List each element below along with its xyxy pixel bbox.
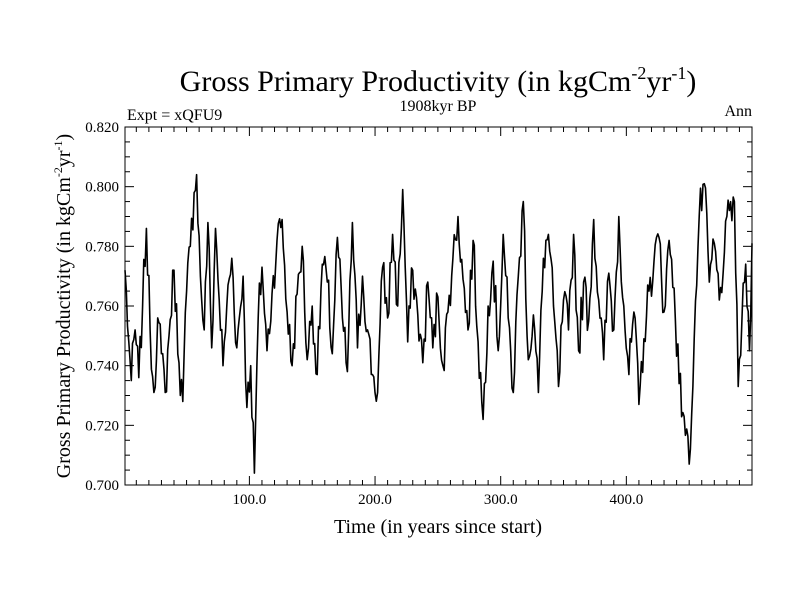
chart-title-sup2: -1 bbox=[671, 63, 686, 83]
series-line-gpp bbox=[124, 173, 753, 474]
y-tick-label: 0.760 bbox=[85, 299, 119, 315]
chart-title-end: ) bbox=[686, 65, 696, 98]
subtitle-season: Ann bbox=[724, 103, 752, 120]
y-axis-label-text: Gross Primary Productivity (in kgCm bbox=[53, 177, 75, 479]
y-axis-label-mid: yr bbox=[53, 150, 75, 167]
chart-title-text: Gross Primary Productivity (in kgCm bbox=[180, 65, 632, 98]
y-tick-label: 0.780 bbox=[85, 239, 119, 255]
chart-title-sup1: -2 bbox=[631, 63, 646, 83]
y-tick-label: 0.820 bbox=[85, 120, 119, 136]
chart-title-mid: yr bbox=[646, 65, 671, 98]
x-tick-label: 100.0 bbox=[233, 492, 267, 508]
x-tick-label: 300.0 bbox=[484, 492, 518, 508]
y-tick-label: 0.720 bbox=[85, 418, 119, 434]
y-axis-label: Gross Primary Productivity (in kgCm-2yr-… bbox=[51, 134, 75, 478]
subtitle-experiment: Expt = xQFU9 bbox=[127, 107, 222, 124]
x-tick-label: 400.0 bbox=[609, 492, 643, 508]
y-axis-ticks: 0.700 0.720 0.740 0.760 0.780 0.800 0.820 bbox=[85, 120, 752, 494]
x-tick-label: 200.0 bbox=[358, 492, 392, 508]
x-axis-label: Time (in years since start) bbox=[334, 516, 542, 538]
y-tick-label: 0.800 bbox=[85, 180, 119, 196]
x-axis-ticks: 100.0 200.0 300.0 400.0 bbox=[135, 127, 740, 508]
y-tick-label: 0.700 bbox=[85, 478, 119, 494]
subtitle-time: 1908kyr BP bbox=[400, 98, 477, 115]
y-axis-label-sup2: -1 bbox=[51, 140, 65, 150]
chart-title: Gross Primary Productivity (in kgCm-2yr-… bbox=[180, 63, 697, 98]
y-tick-label: 0.740 bbox=[85, 359, 119, 375]
y-axis-label-sup1: -2 bbox=[51, 167, 65, 177]
y-axis-label-end: ) bbox=[53, 134, 75, 141]
